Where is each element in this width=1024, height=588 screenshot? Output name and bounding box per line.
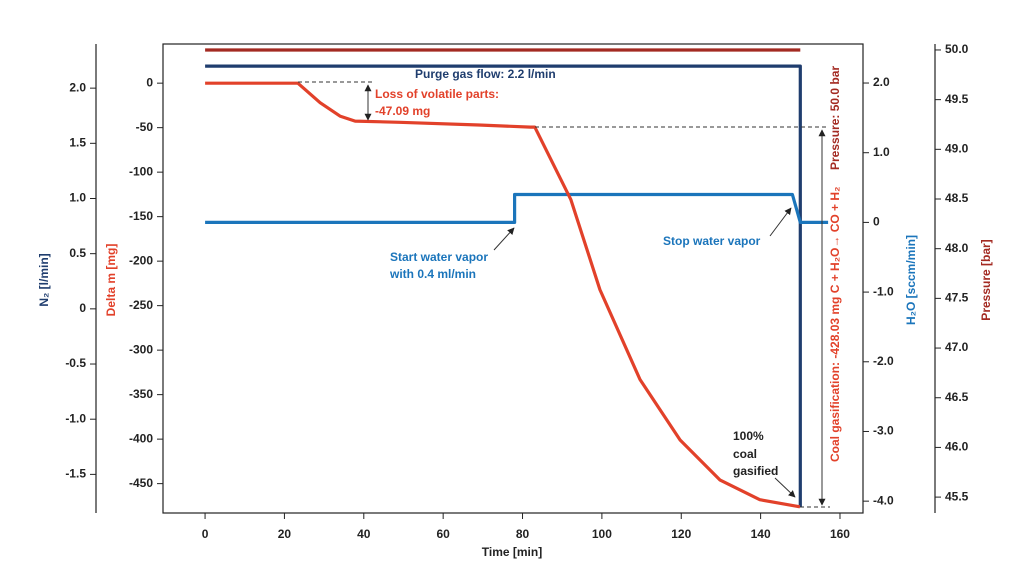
annotation: coal (733, 447, 757, 461)
y-tick-label: 2.0 (69, 80, 86, 94)
y-tick-label: 0 (79, 301, 86, 315)
arrow (769, 207, 792, 237)
y-tick-label: -350 (129, 387, 153, 401)
x-tick-label: 100 (592, 527, 612, 541)
data-line (205, 192, 829, 224)
y-axis-title: Delta m [mg] (104, 244, 118, 317)
y-tick-label: -3.0 (873, 424, 894, 438)
annotation: with 0.4 ml/min (389, 267, 476, 281)
data-line (205, 81, 801, 509)
x-tick-label: 160 (830, 527, 850, 541)
x-tick-label: 120 (671, 527, 691, 541)
x-tick-label: 20 (278, 527, 292, 541)
plot-frame (162, 43, 864, 514)
y-tick-label: -300 (129, 342, 153, 356)
annotation: Start water vapor (390, 250, 488, 264)
y-axis-title: N₂ [l/min] (37, 253, 51, 306)
annotation: Loss of volatile parts: (375, 87, 499, 101)
annotation-guides (298, 81, 830, 508)
y-tick-label: -50 (136, 120, 154, 134)
x-tick-label: 0 (202, 527, 209, 541)
y-tick-label: 2.0 (873, 75, 890, 89)
y-tick-label: 1.5 (69, 135, 86, 149)
y-tick-label: 48.0 (945, 241, 969, 255)
arrow (493, 227, 515, 251)
y-axis-title: Pressure [bar] (979, 239, 993, 320)
annotation: Stop water vapor (663, 234, 761, 248)
y-tick-label: 0 (873, 215, 880, 229)
y-tick-label: 49.5 (945, 92, 969, 106)
annotation: Pressure: 50.0 bar (828, 66, 842, 170)
x-tick-label: 80 (516, 527, 530, 541)
y-tick-label: -400 (129, 431, 153, 445)
arrow (774, 477, 796, 498)
y-tick-label: 50.0 (945, 42, 969, 56)
x-axis-title: Time [min] (482, 545, 542, 559)
data-line (205, 64, 802, 508)
y-tick-label: -1.0 (65, 411, 86, 425)
y-tick-label: -450 (129, 476, 153, 490)
y-tick-label: -250 (129, 298, 153, 312)
x-tick-label: 60 (436, 527, 450, 541)
y-tick-label: -1.0 (873, 284, 894, 298)
annotation: Coal gasification: -428.03 mg C + H₂O→ C… (828, 187, 842, 462)
annotation: 100% (733, 429, 764, 443)
x-tick-label: 40 (357, 527, 371, 541)
y-tick-label: 1.0 (873, 145, 890, 159)
y-tick-label: -100 (129, 164, 153, 178)
y-tick-label: 0.5 (69, 246, 86, 260)
annotation: -47.09 mg (375, 104, 430, 118)
y-tick-label: -1.5 (65, 467, 86, 481)
y-tick-label: 0 (146, 75, 153, 89)
y-axis-title: H₂O [sccm/min] (904, 235, 918, 325)
marks (205, 48, 829, 509)
y-tick-label: 47.0 (945, 340, 969, 354)
y-tick-label: 47.5 (945, 291, 969, 305)
y-tick-label: -200 (129, 253, 153, 267)
y-tick-label: -150 (129, 209, 153, 223)
y-tick-label: 49.0 (945, 141, 969, 155)
x-tick-label: 140 (751, 527, 771, 541)
y-tick-label: 45.5 (945, 489, 969, 503)
y-tick-label: 46.5 (945, 390, 969, 404)
annotation: Purge gas flow: 2.2 l/min (415, 67, 556, 81)
annotation: gasified (733, 464, 778, 478)
y-tick-label: 48.5 (945, 191, 969, 205)
y-tick-label: -4.0 (873, 493, 894, 507)
y-tick-label: 1.0 (69, 191, 86, 205)
y-tick-label: -2.0 (873, 354, 894, 368)
y-tick-label: 46.0 (945, 440, 969, 454)
y-tick-label: -0.5 (65, 356, 86, 370)
